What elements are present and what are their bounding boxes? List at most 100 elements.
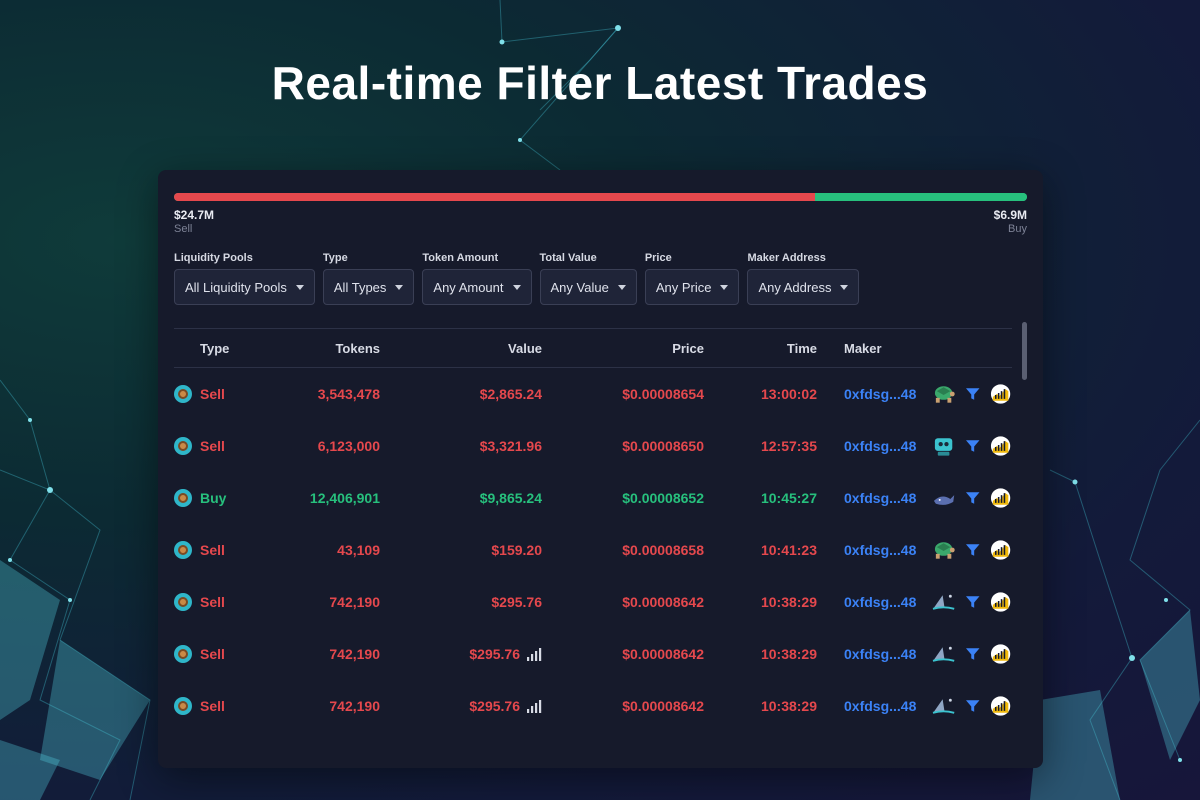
maker-address-link[interactable]: 0xfdsg...48	[844, 438, 917, 454]
trade-type-cell: Sell	[174, 437, 262, 455]
maker-address-link[interactable]: 0xfdsg...48	[844, 542, 917, 558]
trade-value-cell: $159.20	[380, 542, 542, 558]
trade-type: Sell	[200, 646, 225, 662]
column-header-time[interactable]: Time	[786, 340, 817, 356]
trade-value-cell: $2,865.24	[380, 386, 542, 402]
trade-price: $0.00008654	[622, 386, 704, 402]
table-row[interactable]: Buy 12,406,901 $9,865.24 $0.00008652 10:…	[174, 472, 1012, 524]
price-select[interactable]: Any Price	[644, 269, 740, 305]
trade-tokens: 12,406,901	[309, 490, 380, 506]
select-value: Any Value	[550, 279, 609, 295]
filter-token-amount: Token Amount Any Amount	[422, 252, 532, 305]
table-row[interactable]: Sell 3,543,478 $2,865.24 $0.00008654 13:…	[174, 368, 1012, 420]
filter-liquidity-pools: Liquidity Pools All Liquidity Pools	[174, 252, 315, 305]
price-chart-icon[interactable]	[989, 382, 1012, 406]
trade-price: $0.00008652	[622, 490, 704, 506]
filter-label: Maker Address	[747, 252, 826, 264]
price-chart-icon[interactable]	[989, 694, 1012, 718]
filter-funnel-icon[interactable]	[965, 438, 980, 454]
filter-funnel-icon[interactable]	[965, 646, 980, 662]
select-value: Any Address	[758, 279, 832, 295]
column-header-value[interactable]: Value	[380, 341, 542, 356]
maker-address-link[interactable]: 0xfdsg...48	[844, 386, 917, 402]
table-row[interactable]: Sell 6,123,000 $3,321.96 $0.00008650 12:…	[174, 420, 1012, 472]
buy-sell-ratio-bar	[174, 193, 1027, 201]
trade-value: $9,865.24	[479, 490, 542, 506]
filter-funnel-icon[interactable]	[965, 386, 980, 402]
table-row[interactable]: Sell 742,190 $295.76 $0.00008642 10:38:2…	[174, 680, 1012, 732]
trade-tokens: 43,109	[337, 542, 380, 558]
column-header-type[interactable]: Type	[200, 340, 230, 356]
trade-type: Sell	[200, 438, 225, 454]
price-chart-icon[interactable]	[989, 642, 1012, 666]
total-value-select[interactable]: Any Value	[539, 269, 637, 305]
column-header-maker-label: Maker	[844, 340, 882, 356]
type-select[interactable]: All Types	[322, 269, 415, 305]
buy-volume-bar	[815, 193, 1027, 201]
maker-address-link[interactable]: 0xfdsg...48	[844, 698, 917, 714]
filter-price: Price Any Price	[644, 252, 740, 305]
trade-type-cell: Buy	[174, 489, 262, 507]
filter-bar: Liquidity Pools All Liquidity Pools Type…	[174, 252, 860, 305]
trade-type-cell: Sell	[174, 541, 262, 559]
whale-icon	[934, 495, 955, 505]
trade-tokens: 3,543,478	[317, 386, 380, 402]
pancakeswap-icon	[174, 541, 192, 559]
trade-time: 10:38:29	[760, 594, 817, 610]
filter-funnel-icon[interactable]	[965, 594, 980, 610]
trade-time: 13:00:02	[760, 386, 817, 402]
maker-cell: 0xfdsg...48	[817, 694, 1012, 718]
select-value: All Types	[333, 279, 387, 295]
shark-icon	[932, 594, 955, 610]
price-chart-icon[interactable]	[989, 590, 1012, 614]
table-row[interactable]: Sell 43,109 $159.20 $0.00008658 10:41:23…	[174, 524, 1012, 576]
filter-funnel-icon[interactable]	[965, 698, 980, 714]
maker-address-link[interactable]: 0xfdsg...48	[844, 490, 917, 506]
shark-icon	[932, 646, 955, 662]
maker-address-select[interactable]: Any Address	[747, 269, 860, 305]
token-amount-select[interactable]: Any Amount	[422, 269, 532, 305]
buy-amount: $6.9M	[993, 208, 1027, 222]
caret-down-icon	[840, 284, 849, 290]
column-header-tokens[interactable]: Tokens	[335, 340, 380, 356]
column-header-value-label: Value	[508, 340, 542, 356]
filter-funnel-icon[interactable]	[965, 490, 980, 506]
trade-value-cell: $295.76	[380, 646, 542, 662]
maker-address-link[interactable]: 0xfdsg...48	[844, 594, 917, 610]
caret-down-icon	[512, 284, 521, 290]
column-header-price[interactable]: Price	[672, 340, 704, 356]
table-scrollbar[interactable]	[1022, 322, 1027, 380]
price-chart-icon[interactable]	[989, 486, 1012, 510]
trade-time: 10:45:27	[760, 490, 817, 506]
trade-tokens: 6,123,000	[317, 438, 380, 454]
signal-bars-icon	[527, 648, 542, 661]
trade-value-cell: $295.76	[380, 698, 542, 714]
shark-icon	[932, 698, 955, 714]
maker-address-link[interactable]: 0xfdsg...48	[844, 646, 917, 662]
trade-tokens: 742,190	[329, 594, 380, 610]
table-row[interactable]: Sell 742,190 $295.76 $0.00008642 10:38:2…	[174, 628, 1012, 680]
pancakeswap-icon	[174, 697, 192, 715]
trade-type: Sell	[200, 698, 225, 714]
trade-type-cell: Sell	[174, 697, 262, 715]
maker-cell: 0xfdsg...48	[817, 434, 1012, 458]
caret-down-icon	[395, 284, 404, 290]
price-chart-icon[interactable]	[989, 434, 1012, 458]
trade-time: 10:38:29	[760, 698, 817, 714]
trade-type-cell: Sell	[174, 645, 262, 663]
filter-total-value: Total Value Any Value	[539, 252, 637, 305]
liquidity-pools-select[interactable]: All Liquidity Pools	[174, 269, 315, 305]
trade-value: $3,321.96	[479, 438, 542, 454]
filter-funnel-icon[interactable]	[965, 542, 980, 558]
table-row[interactable]: Sell 742,190 $295.76 $0.00008642 10:38:2…	[174, 576, 1012, 628]
filter-label: Price	[644, 252, 672, 264]
trade-time: 12:57:35	[760, 438, 817, 454]
trade-tokens: 742,190	[329, 698, 380, 714]
column-header-maker[interactable]: Maker	[817, 341, 1012, 356]
trade-value: $159.20	[491, 542, 542, 558]
price-chart-icon[interactable]	[989, 538, 1012, 562]
filter-label: Type	[322, 252, 348, 264]
maker-cell: 0xfdsg...48	[817, 486, 1012, 510]
page-headline: Real-time Filter Latest Trades	[271, 57, 929, 109]
